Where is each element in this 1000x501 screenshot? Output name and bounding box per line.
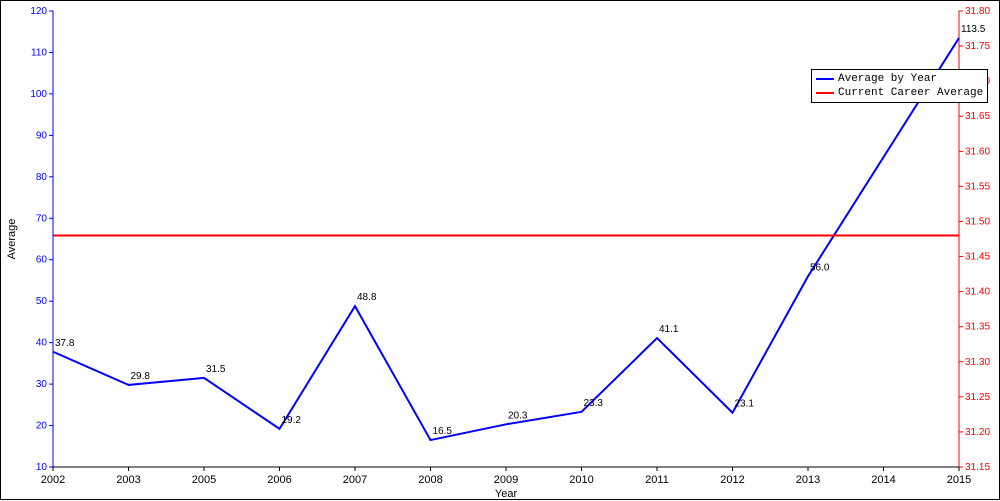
svg-text:2003: 2003 [116,474,140,486]
svg-text:2008: 2008 [418,474,442,486]
svg-text:31.55: 31.55 [965,181,990,192]
svg-text:31.20: 31.20 [965,427,990,438]
svg-text:2015: 2015 [947,474,971,486]
svg-text:2007: 2007 [343,474,367,486]
svg-text:70: 70 [36,213,48,224]
svg-text:31.15: 31.15 [965,462,990,473]
legend: Average by YearCurrent Career Average [811,69,988,103]
svg-text:2010: 2010 [569,474,593,486]
svg-text:60: 60 [36,255,48,266]
svg-text:19.2: 19.2 [282,415,302,426]
svg-text:2013: 2013 [796,474,820,486]
svg-text:31.75: 31.75 [965,41,990,52]
svg-text:30: 30 [36,379,48,390]
svg-text:29.8: 29.8 [131,371,151,382]
svg-text:2014: 2014 [871,474,895,486]
svg-text:113.5: 113.5 [961,24,986,35]
svg-text:2006: 2006 [267,474,291,486]
legend-item: Current Career Average [816,86,983,100]
legend-label: Average by Year [838,72,937,86]
svg-text:31.80: 31.80 [965,6,990,17]
svg-text:10: 10 [36,462,48,473]
svg-text:31.5: 31.5 [206,364,226,375]
legend-swatch [816,92,834,94]
svg-text:2009: 2009 [494,474,518,486]
svg-text:100: 100 [30,89,47,100]
svg-text:2002: 2002 [41,474,65,486]
svg-text:37.8: 37.8 [55,338,75,349]
svg-text:110: 110 [31,47,47,58]
svg-text:40: 40 [36,338,48,349]
svg-text:23.1: 23.1 [735,399,755,410]
chart-container: 10 20 30 40 50 60 70 80 90 100 110 120 Average 31.15 3… [0,0,1000,500]
svg-text:23.3: 23.3 [584,398,604,409]
svg-text:Year: Year [495,488,518,500]
svg-text:31.25: 31.25 [965,392,990,403]
svg-text:31.35: 31.35 [965,322,990,333]
svg-text:31.50: 31.50 [965,216,990,227]
svg-text:2012: 2012 [720,474,744,486]
svg-text:56.0: 56.0 [810,262,830,273]
legend-label: Current Career Average [838,86,983,100]
svg-text:31.45: 31.45 [965,252,990,263]
svg-text:2005: 2005 [192,474,216,486]
svg-text:31.30: 31.30 [965,357,990,368]
svg-text:80: 80 [36,172,48,183]
svg-text:120: 120 [30,6,47,17]
svg-text:41.1: 41.1 [659,324,679,335]
svg-text:31.65: 31.65 [965,111,990,122]
legend-item: Average by Year [816,72,983,86]
svg-text:20.3: 20.3 [508,410,528,421]
svg-text:2011: 2011 [645,474,669,486]
svg-text:31.60: 31.60 [965,146,990,157]
svg-text:50: 50 [36,296,48,307]
svg-text:16.5: 16.5 [433,426,453,437]
svg-text:Average: Average [6,219,18,260]
svg-text:90: 90 [36,130,48,141]
legend-swatch [816,78,834,80]
svg-text:48.8: 48.8 [357,292,377,303]
svg-text:31.40: 31.40 [965,287,990,298]
svg-text:20: 20 [36,421,48,432]
